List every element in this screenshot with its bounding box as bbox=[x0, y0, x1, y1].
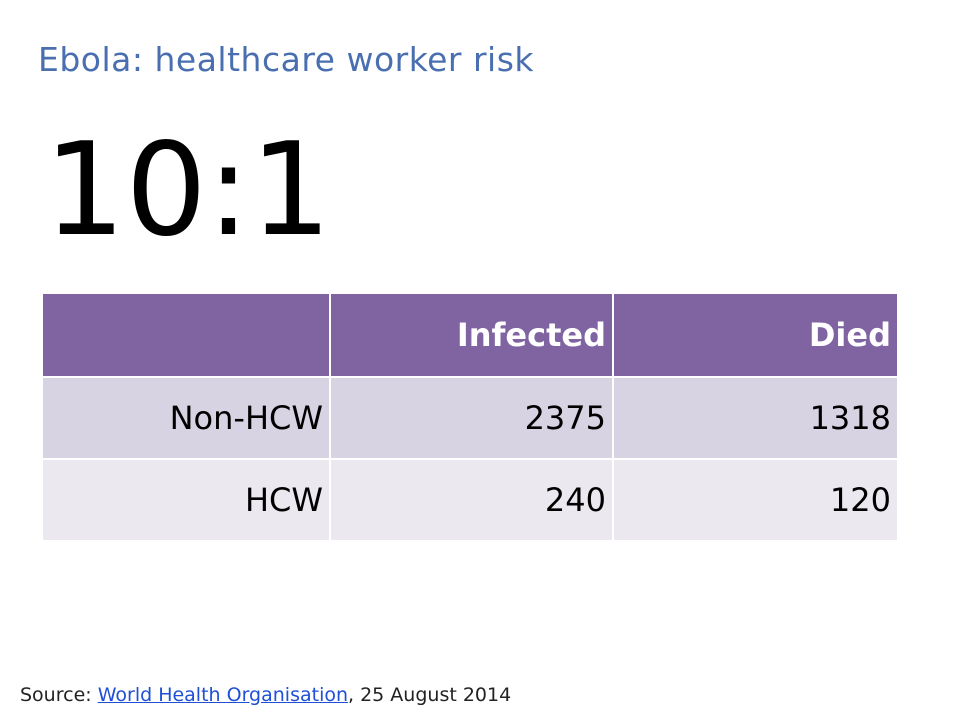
table-row: Non-HCW 2375 1318 bbox=[41, 376, 899, 460]
risk-table: Infected Died Non-HCW 2375 1318 HCW 240 … bbox=[41, 292, 899, 542]
source-link[interactable]: World Health Organisation bbox=[97, 684, 349, 706]
header-cell-infected: Infected bbox=[329, 292, 614, 378]
infected-cell: 2375 bbox=[329, 376, 614, 460]
died-cell: 120 bbox=[612, 458, 899, 542]
header-cell-blank bbox=[41, 292, 331, 378]
source-prefix: Source: bbox=[20, 684, 98, 706]
header-cell-died: Died bbox=[612, 292, 899, 378]
table-row: HCW 240 120 bbox=[41, 458, 899, 542]
source-citation: Source: World Health Organisation, 25 Au… bbox=[20, 684, 511, 706]
row-label: HCW bbox=[41, 458, 331, 542]
infected-cell: 240 bbox=[329, 458, 614, 542]
ratio-figure: 10:1 bbox=[44, 116, 332, 265]
table-header-row: Infected Died bbox=[41, 292, 899, 378]
source-suffix: , 25 August 2014 bbox=[348, 684, 512, 706]
slide-title: Ebola: healthcare worker risk bbox=[38, 40, 535, 79]
row-label: Non-HCW bbox=[41, 376, 331, 460]
died-cell: 1318 bbox=[612, 376, 899, 460]
